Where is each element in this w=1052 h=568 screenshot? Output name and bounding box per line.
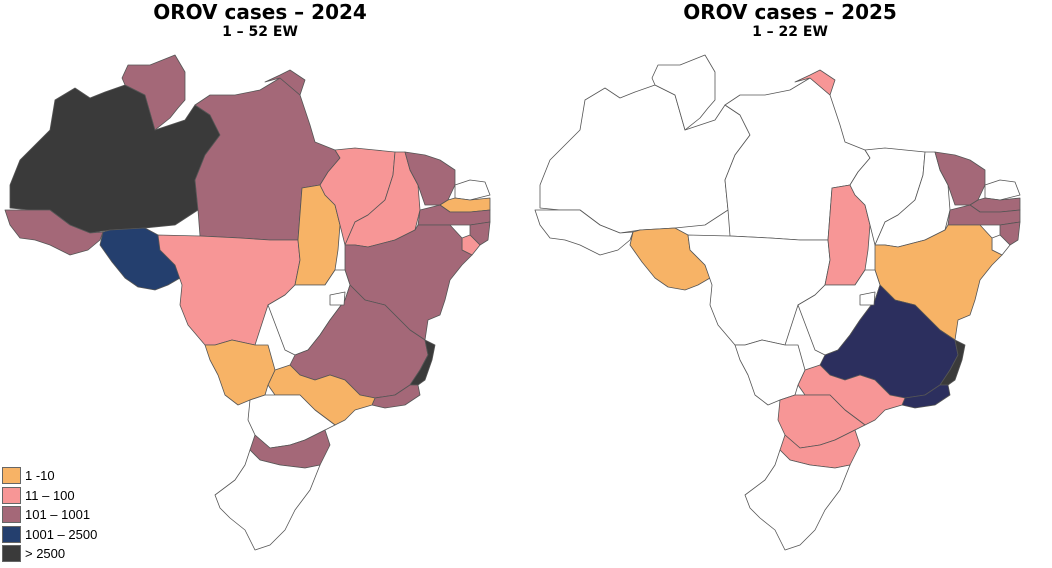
state-ms: [734, 339, 806, 406]
map-2025-panel: OROV cases – 2025 1 – 22 EW: [530, 0, 1050, 568]
legend: 1 -10 11 – 100 101 – 1001 1001 – 2500 > …: [2, 466, 97, 564]
map-2025: [534, 54, 1021, 551]
legend-label: 11 – 100: [25, 487, 75, 503]
state-rn: [984, 179, 1021, 201]
state-df: [329, 291, 346, 306]
map-2024: [4, 54, 491, 551]
state-ac: [534, 209, 634, 256]
legend-item: 101 – 1001: [2, 505, 97, 525]
legend-swatch: [2, 506, 21, 524]
legend-label: 1 -10: [25, 468, 55, 484]
legend-item: > 2500: [2, 544, 97, 564]
legend-label: 101 – 1001: [25, 507, 91, 523]
state-rs: [744, 449, 851, 551]
state-ro: [629, 227, 711, 291]
state-rs: [214, 449, 321, 551]
state-rj: [371, 384, 421, 409]
state-sp: [267, 364, 376, 426]
state-ms: [204, 339, 276, 406]
legend-label: > 2500: [25, 546, 66, 562]
map-2025-subtitle: 1 – 22 EW: [752, 24, 828, 40]
state-rj: [901, 384, 951, 409]
state-rr: [651, 54, 716, 131]
map-2025-title: OROV cases – 2025: [683, 0, 897, 24]
state-al: [469, 221, 491, 246]
state-df: [859, 291, 876, 306]
state-rn: [454, 179, 491, 201]
map-2024-subtitle: 1 – 52 EW: [222, 24, 298, 40]
state-ac: [4, 209, 104, 256]
legend-item: 1001 – 2500: [2, 525, 97, 545]
state-ap: [794, 69, 836, 96]
map-2024-panel: OROV cases – 2024 1 – 52 EW: [0, 0, 520, 568]
state-sp: [797, 364, 906, 426]
state-ro: [99, 227, 181, 291]
state-ap: [264, 69, 306, 96]
legend-swatch: [2, 486, 21, 504]
state-al: [999, 221, 1021, 246]
legend-item: 11 – 100: [2, 486, 97, 506]
legend-label: 1001 – 2500: [25, 526, 98, 542]
map-2024-title: OROV cases – 2024: [153, 0, 367, 24]
legend-swatch: [2, 467, 21, 485]
legend-swatch: [2, 545, 21, 563]
legend-swatch: [2, 525, 21, 543]
legend-item: 1 -10: [2, 466, 97, 486]
state-rr: [121, 54, 186, 131]
